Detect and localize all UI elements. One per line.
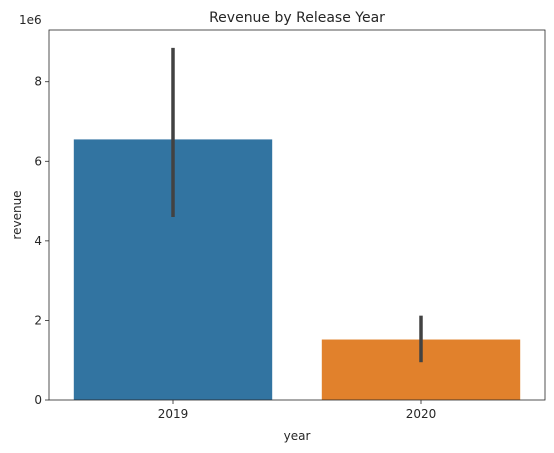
- y-axis-ticks: 0 2 4 6 8: [34, 75, 49, 407]
- y-tick-label: 4: [34, 234, 42, 248]
- plot-frame: [48, 29, 546, 401]
- y-tick-label: 8: [34, 75, 42, 89]
- error-bars-group: [171, 47, 423, 363]
- x-axis-label: year: [284, 429, 311, 443]
- chart-title: Revenue by Release Year: [209, 10, 385, 26]
- y-axis-scale-label: 1e6: [19, 13, 42, 27]
- y-tick-label: 0: [34, 393, 42, 407]
- x-axis-ticks: 2019 2020: [158, 400, 437, 421]
- y-tick-label: 2: [34, 313, 42, 327]
- x-tick-label: 2020: [406, 407, 437, 421]
- y-axis-label: revenue: [10, 190, 24, 239]
- y-tick-label: 6: [34, 154, 42, 168]
- bars-group: [73, 139, 521, 400]
- x-tick-label: 2019: [158, 407, 189, 421]
